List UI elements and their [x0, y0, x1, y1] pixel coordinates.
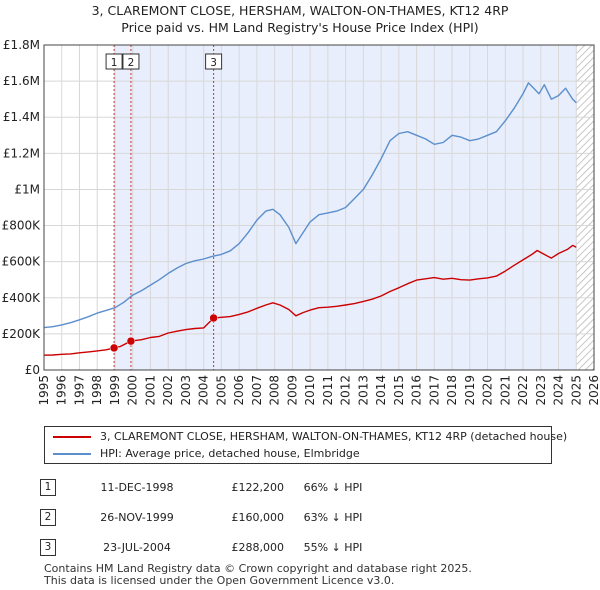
x-tick-label: 2001	[143, 375, 157, 406]
x-tick-label: 2009	[285, 375, 299, 406]
y-tick-label: £1M	[14, 182, 40, 196]
sale-price: £160,000	[231, 510, 285, 524]
sale-badge: 1	[40, 478, 56, 496]
y-tick-label: £1.4M	[3, 110, 40, 124]
x-tick-label: 2008	[268, 375, 282, 406]
x-tick-label: 2011	[321, 375, 335, 406]
y-tick-label: £400K	[2, 291, 42, 305]
footer-copyright: Contains HM Land Registry data © Crown c…	[44, 562, 472, 575]
x-tick-label: 2012	[339, 375, 353, 406]
legend-label-hpi: HPI: Average price, detached house, Elmb…	[100, 447, 360, 460]
sale-point	[209, 313, 218, 323]
x-tick-label: 2015	[392, 375, 406, 406]
sale-price: £288,000	[231, 540, 285, 554]
sale-badge: 3	[40, 538, 56, 556]
x-tick-label: 1998	[90, 375, 104, 406]
x-tick-label: 2021	[498, 375, 512, 406]
sale-marker-box	[105, 53, 123, 70]
legend-label-property: 3, CLAREMONT CLOSE, HERSHAM, WALTON-ON-T…	[100, 430, 568, 443]
chart-title-line-2: Price paid vs. HM Land Registry's House …	[121, 20, 479, 35]
y-tick-label: £1.2M	[3, 146, 40, 160]
sale-date: 23-JUL-2004	[103, 540, 171, 554]
x-tick-label: 1997	[72, 375, 86, 406]
y-tick-label: £1.6M	[3, 74, 40, 88]
sale-marker-label: 1	[111, 57, 118, 69]
sale-badge: 2	[40, 508, 56, 526]
sale-price: £122,200	[231, 480, 285, 494]
x-tick-label: 2005	[214, 375, 228, 406]
x-tick-label: 2026	[587, 375, 600, 406]
table-row: 3 23-JUL-2004 £288,000 55% ↓ HPI	[40, 532, 378, 562]
x-tick-label: 2023	[534, 375, 548, 406]
sale-date: 11-DEC-1998	[100, 480, 174, 494]
sale-marker-box	[205, 53, 223, 70]
x-tick-label: 2003	[179, 375, 193, 406]
price-chart: £0 £200K £400K £600K £800K £1M £1.2M £1.4M £1.6M…	[2, 38, 600, 406]
series-line-property	[43, 244, 577, 356]
y-tick-label: £800K	[2, 219, 42, 233]
x-tick-label: 2002	[161, 375, 175, 406]
x-tick-label: 2006	[232, 375, 246, 406]
x-tick-label: 2017	[427, 375, 441, 406]
x-tick-label: 2014	[374, 375, 388, 406]
x-tick-label: 2000	[126, 375, 140, 406]
sales-table: 1 11-DEC-1998 £122,200 66% ↓ HPI 2 26-NO…	[40, 472, 378, 562]
future-hatched-region	[576, 45, 594, 370]
sale-point	[109, 343, 119, 353]
x-tick-label: 1999	[108, 375, 122, 406]
y-tick-label: £0	[25, 363, 40, 377]
x-tick-label: 2010	[303, 375, 317, 406]
table-row: 2 26-NOV-1999 £160,000 63% ↓ HPI	[40, 502, 378, 532]
x-tick-label: 2013	[356, 375, 370, 406]
table-row: 1 11-DEC-1998 £122,200 66% ↓ HPI	[40, 472, 378, 502]
x-tick-label: 2016	[410, 375, 424, 406]
footer-licence: This data is licensed under the Open Gov…	[44, 574, 395, 587]
sale-point	[126, 336, 136, 346]
chart-title-line-1: 3, CLAREMONT CLOSE, HERSHAM, WALTON-ON-T…	[91, 3, 509, 18]
x-tick-label: 2025	[569, 375, 583, 406]
sale-marker-box	[122, 53, 140, 70]
sale-marker-label: 2	[128, 57, 135, 69]
chart-legend: 3, CLAREMONT CLOSE, HERSHAM, WALTON-ON-T…	[44, 426, 567, 464]
sale-hpi-diff: 55% ↓ HPI	[303, 540, 363, 554]
sale-date: 26-NOV-1999	[100, 510, 174, 524]
x-tick-label: 2020	[481, 375, 495, 406]
y-tick-label: £1.8M	[3, 38, 40, 52]
y-tick-label: £600K	[2, 255, 42, 269]
x-tick-label: 2022	[516, 375, 530, 406]
x-tick-label: 1996	[55, 375, 69, 406]
legend-swatch-hpi	[53, 453, 91, 455]
x-tick-label: 2019	[463, 375, 477, 406]
sale-marker-label: 3	[210, 57, 217, 69]
x-tick-label: 1995	[37, 375, 51, 406]
y-tick-label: £200K	[2, 327, 42, 341]
x-tick-label: 2018	[445, 375, 459, 406]
sale-hpi-diff: 63% ↓ HPI	[303, 510, 363, 524]
x-tick-label: 2007	[250, 375, 264, 406]
plot-frame	[43, 44, 595, 371]
x-tick-label: 2004	[197, 375, 211, 406]
x-tick-label: 2024	[552, 375, 566, 406]
sale-hpi-diff: 66% ↓ HPI	[303, 480, 363, 494]
series-line-hpi	[43, 82, 577, 329]
legend-swatch-property	[53, 436, 91, 438]
